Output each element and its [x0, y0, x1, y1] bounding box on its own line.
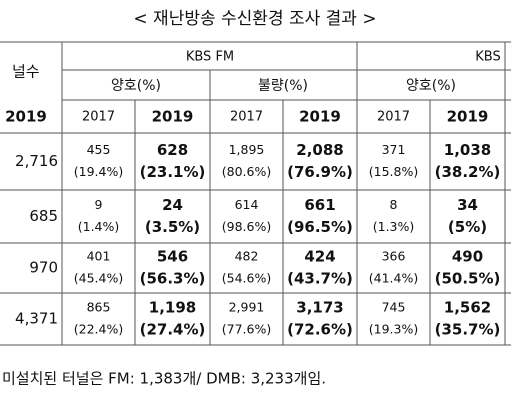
cell-percent: (56.3%)	[140, 270, 206, 288]
group-header: KBS	[475, 50, 500, 65]
cell-percent: (96.5%)	[287, 218, 353, 236]
cell-count: 1,562	[444, 299, 491, 317]
cell-count: 628	[157, 141, 188, 159]
header-cell: 널수	[12, 63, 40, 81]
cell-count: 371	[382, 142, 406, 157]
cell-percent: (1.4%)	[78, 219, 120, 234]
cell-count: 1,038	[444, 141, 491, 159]
cell-count: 2,991	[229, 300, 265, 315]
cell-count: 3,173	[296, 299, 343, 317]
cell-count: 9	[95, 197, 103, 212]
cell-percent: (45.4%)	[74, 271, 123, 286]
title: < 재난방송 수신환경 조사 결과 >	[133, 9, 376, 29]
cell-count: 8	[390, 197, 398, 212]
group-header: KBS FM	[186, 50, 234, 65]
cell-count: 424	[304, 248, 335, 266]
cell-count: 661	[304, 196, 335, 214]
cell-count: 401	[87, 249, 111, 264]
cell-percent: (72.6%)	[287, 321, 353, 339]
cell-percent: (76.9%)	[287, 163, 353, 181]
year-header: 2017	[230, 110, 263, 125]
cell-percent: (35.7%)	[435, 321, 501, 339]
cell-percent: (5%)	[448, 218, 487, 236]
year-header: 2017	[82, 110, 115, 125]
cell-count: 2,088	[296, 141, 343, 159]
cell-count: 546	[157, 248, 188, 266]
sub-header: 양호(%)	[406, 78, 456, 94]
cell-count: 482	[235, 249, 259, 264]
cell-percent: (77.6%)	[222, 322, 271, 337]
cell-percent: (19.4%)	[74, 164, 123, 179]
cell-percent: (23.1%)	[140, 163, 206, 181]
cell-percent: (50.5%)	[435, 270, 501, 288]
cell-percent: (22.4%)	[74, 322, 123, 337]
sub-header: 양호(%)	[111, 78, 161, 94]
cell-percent: (43.7%)	[287, 270, 353, 288]
year-header: 2017	[377, 110, 410, 125]
footnote: 미설치된 터널은 FM: 1,383개/ DMB: 3,233개임.	[2, 370, 326, 388]
cell-count: 1,198	[149, 299, 196, 317]
cell-count: 614	[235, 197, 259, 212]
cell-percent: (54.6%)	[222, 271, 271, 286]
cell-percent: (3.5%)	[145, 218, 200, 236]
year-header: 2019	[5, 108, 47, 126]
cell: 4,371	[15, 310, 58, 328]
cell-count: 1,895	[229, 142, 265, 157]
sub-header: 불량(%)	[258, 78, 308, 94]
cell-percent: (41.4%)	[369, 271, 418, 286]
cell-percent: (27.4%)	[140, 321, 206, 339]
cell-count: 34	[457, 196, 478, 214]
cell-percent: (98.6%)	[222, 219, 271, 234]
cell-percent: (80.6%)	[222, 164, 271, 179]
cell-count: 865	[87, 300, 111, 315]
cell-percent: (38.2%)	[435, 163, 501, 181]
year-header: 2019	[152, 108, 194, 126]
cell-count: 366	[382, 249, 406, 264]
year-header: 2019	[447, 108, 489, 126]
cell-count: 455	[87, 142, 111, 157]
cell-count: 24	[162, 196, 183, 214]
cell-percent: (19.3%)	[369, 322, 418, 337]
cell-count: 490	[452, 248, 483, 266]
cell-percent: (1.3%)	[373, 219, 415, 234]
cell-count: 745	[382, 300, 406, 315]
cell: 2,716	[15, 152, 58, 170]
cell: 685	[29, 207, 58, 225]
cell-percent: (15.8%)	[369, 164, 418, 179]
cell: 970	[29, 259, 58, 277]
year-header: 2019	[299, 108, 341, 126]
